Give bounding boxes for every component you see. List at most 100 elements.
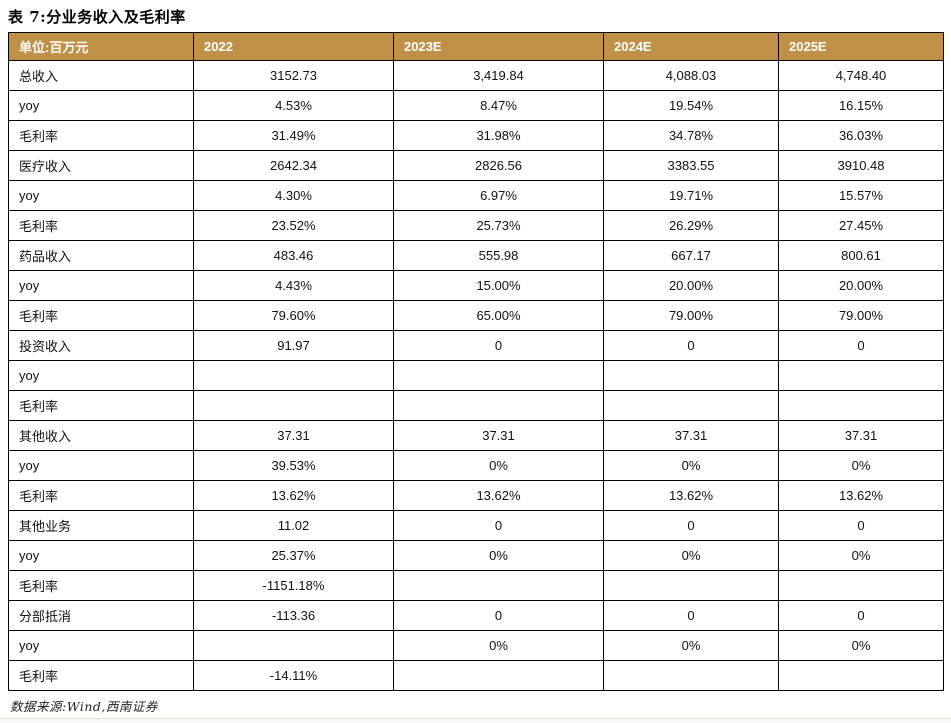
- cell-value: [778, 570, 944, 601]
- cell-value: 2826.56: [393, 150, 604, 181]
- cell-value: 667.17: [603, 240, 779, 271]
- table-row: 毛利率 -1151.18%: [8, 570, 944, 601]
- row-label: 毛利率: [8, 660, 194, 691]
- cell-value: 0%: [778, 450, 944, 481]
- cell-value: 79.00%: [778, 300, 944, 331]
- cell-value: 37.31: [193, 420, 394, 451]
- row-label: yoy: [8, 450, 194, 481]
- cell-value: 13.62%: [393, 480, 604, 511]
- unit-header-cell: 单位:百万元: [8, 32, 194, 61]
- table-row: 毛利率: [8, 390, 944, 421]
- row-label: 毛利率: [8, 390, 194, 421]
- cell-value: 20.00%: [778, 270, 944, 301]
- cell-value: [778, 390, 944, 421]
- table-row: 分部抵消 -113.36 0 0 0: [8, 600, 944, 631]
- cell-value: 15.57%: [778, 180, 944, 211]
- cell-value: -113.36: [193, 600, 394, 631]
- cell-value: 15.00%: [393, 270, 604, 301]
- table-row: yoy 4.43% 15.00% 20.00% 20.00%: [8, 270, 944, 301]
- row-label: yoy: [8, 540, 194, 571]
- table-row: yoy 4.53% 8.47% 19.54% 16.15%: [8, 90, 944, 121]
- cell-value: 79.60%: [193, 300, 394, 331]
- cell-value: -14.11%: [193, 660, 394, 691]
- data-source-note: 数据来源:Wind,西南证券: [10, 699, 158, 714]
- cell-value: 16.15%: [778, 90, 944, 121]
- cell-value: 20.00%: [603, 270, 779, 301]
- cell-value: 19.71%: [603, 180, 779, 211]
- table-row: 毛利率 23.52% 25.73% 26.29% 27.45%: [8, 210, 944, 241]
- cell-value: 36.03%: [778, 120, 944, 151]
- table-row: 总收入 3152.73 3,419.84 4,088.03 4,748.40: [8, 60, 944, 91]
- cell-value: 0%: [778, 630, 944, 661]
- row-label: 毛利率: [8, 120, 194, 151]
- row-label: 其他收入: [8, 420, 194, 451]
- cell-value: 27.45%: [778, 210, 944, 241]
- cell-value: [393, 390, 604, 421]
- cell-value: 0: [603, 510, 779, 541]
- cell-value: [193, 630, 394, 661]
- table-row: yoy 39.53% 0% 0% 0%: [8, 450, 944, 481]
- cell-value: [393, 570, 604, 601]
- table-row: yoy 0% 0% 0%: [8, 630, 944, 661]
- table-row: 其他收入 37.31 37.31 37.31 37.31: [8, 420, 944, 451]
- cell-value: 800.61: [778, 240, 944, 271]
- row-label: 药品收入: [8, 240, 194, 271]
- cell-value: 0: [393, 600, 604, 631]
- cell-value: [393, 360, 604, 391]
- cell-value: 13.62%: [778, 480, 944, 511]
- cell-value: 3910.48: [778, 150, 944, 181]
- cell-value: 0: [393, 330, 604, 361]
- row-label: yoy: [8, 90, 194, 121]
- row-label: 其他业务: [8, 510, 194, 541]
- header-row: 单位:百万元 2022 2023E 2024E 2025E: [8, 32, 944, 61]
- cell-value: 0: [778, 330, 944, 361]
- cell-value: 0: [778, 510, 944, 541]
- cell-value: 13.62%: [603, 480, 779, 511]
- cell-value: [193, 360, 394, 391]
- page-bottom-divider: [0, 718, 951, 723]
- cell-value: 8.47%: [393, 90, 604, 121]
- cell-value: 4.43%: [193, 270, 394, 301]
- row-label: 总收入: [8, 60, 194, 91]
- cell-value: [193, 390, 394, 421]
- cell-value: 91.97: [193, 330, 394, 361]
- cell-value: 0%: [393, 540, 604, 571]
- cell-value: -1151.18%: [193, 570, 394, 601]
- row-label: yoy: [8, 360, 194, 391]
- cell-value: 65.00%: [393, 300, 604, 331]
- cell-value: [603, 570, 779, 601]
- cell-value: 23.52%: [193, 210, 394, 241]
- cell-value: 79.00%: [603, 300, 779, 331]
- cell-value: 25.73%: [393, 210, 604, 241]
- cell-value: [778, 360, 944, 391]
- row-label: yoy: [8, 180, 194, 211]
- cell-value: 3,419.84: [393, 60, 604, 91]
- cell-value: 0: [393, 510, 604, 541]
- cell-value: 483.46: [193, 240, 394, 271]
- cell-value: 26.29%: [603, 210, 779, 241]
- cell-value: 3152.73: [193, 60, 394, 91]
- table-row: yoy 4.30% 6.97% 19.71% 15.57%: [8, 180, 944, 211]
- table-header: 单位:百万元 2022 2023E 2024E 2025E: [8, 32, 944, 61]
- cell-value: [393, 660, 604, 691]
- table-row: yoy: [8, 360, 944, 391]
- cell-value: [778, 660, 944, 691]
- row-label: 医疗收入: [8, 150, 194, 181]
- cell-value: 37.31: [393, 420, 604, 451]
- cell-value: 39.53%: [193, 450, 394, 481]
- cell-value: 4.30%: [193, 180, 394, 211]
- cell-value: 0%: [393, 450, 604, 481]
- cell-value: 25.37%: [193, 540, 394, 571]
- cell-value: 31.49%: [193, 120, 394, 151]
- table-row: 毛利率 -14.11%: [8, 660, 944, 691]
- cell-value: 0: [603, 330, 779, 361]
- row-label: 毛利率: [8, 300, 194, 331]
- cell-value: 4.53%: [193, 90, 394, 121]
- cell-value: 4,088.03: [603, 60, 779, 91]
- row-label: 毛利率: [8, 570, 194, 601]
- row-label: 毛利率: [8, 210, 194, 241]
- cell-value: 0%: [778, 540, 944, 571]
- row-label: 分部抵消: [8, 600, 194, 631]
- cell-value: 2642.34: [193, 150, 394, 181]
- cell-value: 3383.55: [603, 150, 779, 181]
